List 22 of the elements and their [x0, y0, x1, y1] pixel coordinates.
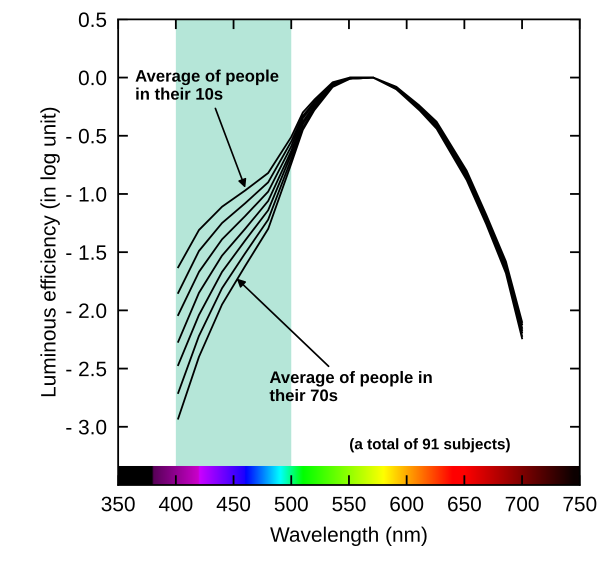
annotation: Average of people in their 10s	[136, 70, 278, 100]
x-tick-label: 550	[332, 496, 366, 512]
y-tick-label: - 0.5	[66, 128, 106, 144]
y-tick-label: - 2.0	[66, 303, 106, 318]
y-tick-label: 0.0	[78, 70, 106, 86]
x-tick-label: 650	[448, 496, 481, 512]
x-tick-label: 700	[506, 496, 539, 512]
annotation: Average of people in their 70s	[270, 370, 432, 402]
y-tick-label: - 3.0	[66, 420, 106, 435]
y-tick-label: - 2.5	[66, 362, 106, 376]
x-tick-label: 600	[390, 496, 424, 512]
y-tick-label: - 1.0	[66, 186, 106, 202]
y-tick-label: 0.5	[78, 12, 106, 28]
annotation: (a total of 91 subjects)	[350, 438, 510, 452]
x-tick-label: 500	[274, 496, 308, 512]
x-tick-label: 400	[158, 496, 192, 512]
y-tick-label: - 1.5	[66, 245, 106, 260]
x-axis-title: Wavelength (nm)	[270, 526, 427, 546]
x-tick-label: 750	[563, 496, 596, 512]
x-tick-label: 450	[216, 496, 250, 512]
x-tick-label: 350	[102, 496, 135, 512]
y-axis-title: Luminous efficiency (in log unit)	[40, 108, 60, 396]
